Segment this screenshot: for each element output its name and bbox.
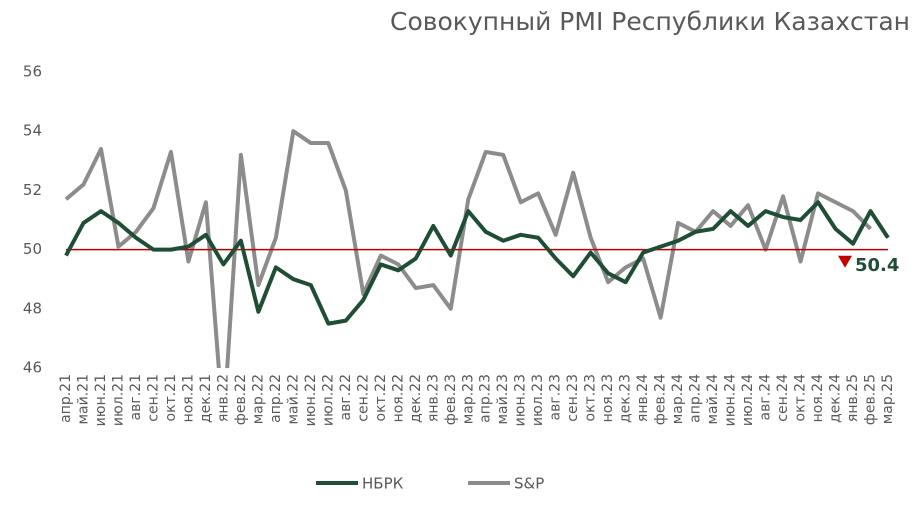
legend-label: НБРК bbox=[362, 475, 404, 493]
x-tick-label: авг.24 bbox=[758, 374, 774, 421]
x-tick-label: фев.22 bbox=[233, 374, 249, 425]
legend-label: S&P bbox=[514, 475, 544, 493]
x-tick-label: ноя.22 bbox=[390, 374, 406, 422]
x-tick-label: авг.21 bbox=[128, 374, 144, 420]
x-tick-label: янв.25 bbox=[845, 374, 861, 422]
x-tick-label: июн.22 bbox=[303, 374, 319, 426]
y-tick-label: 46 bbox=[23, 359, 42, 377]
y-tick-label: 54 bbox=[23, 122, 42, 140]
x-tick-label: дек.22 bbox=[408, 374, 424, 423]
x-tick-label: июл.24 bbox=[740, 374, 756, 426]
x-tick-label: дек.21 bbox=[198, 374, 214, 423]
x-tick-label: сен.23 bbox=[565, 374, 581, 422]
x-tick-label: авг.22 bbox=[338, 374, 354, 420]
x-tick-label: май.21 bbox=[75, 374, 91, 425]
x-tick-label: мар.25 bbox=[880, 374, 896, 424]
x-tick-label: ноя.21 bbox=[180, 374, 196, 422]
x-tick-label: фев.23 bbox=[443, 374, 459, 425]
x-tick-label: апр.21 bbox=[58, 374, 74, 423]
series-line bbox=[64, 200, 890, 326]
x-tick-label: сен.21 bbox=[145, 374, 161, 422]
x-tick-label: июн.23 bbox=[513, 374, 529, 426]
x-tick-label: окт.21 bbox=[163, 374, 179, 421]
x-tick-label: дек.23 bbox=[618, 374, 634, 423]
annotation-marker bbox=[838, 255, 852, 268]
x-tick-label: дек.24 bbox=[828, 374, 844, 423]
x-tick-label: окт.23 bbox=[583, 374, 599, 421]
x-tick-label: май.24 bbox=[705, 374, 721, 425]
y-tick-label: 56 bbox=[23, 63, 42, 81]
x-tick-label: ноя.24 bbox=[810, 374, 826, 422]
x-tick-label: апр.24 bbox=[688, 374, 704, 423]
annotation: 50.4 bbox=[855, 255, 899, 276]
x-tick-label: июл.22 bbox=[320, 374, 336, 426]
x-tick-label: ноя.23 bbox=[600, 374, 616, 422]
x-tick-label: май.22 bbox=[285, 374, 301, 425]
x-tick-label: мар.24 bbox=[670, 374, 686, 424]
chart-title: Совокупный PMI Республики Казахстан bbox=[390, 7, 910, 36]
x-tick-label: фев.24 bbox=[653, 374, 669, 425]
x-tick-label: июл.21 bbox=[110, 374, 126, 426]
x-tick-label: май.23 bbox=[495, 374, 511, 425]
x-tick-label: июн.24 bbox=[723, 374, 739, 426]
x-tick-label: фев.25 bbox=[863, 374, 879, 425]
series-line bbox=[64, 129, 872, 368]
x-tick-label: окт.22 bbox=[373, 374, 389, 421]
x-tick-label: июл.23 bbox=[530, 374, 546, 426]
x-tick-label: янв.23 bbox=[425, 374, 441, 422]
y-tick-label: 48 bbox=[23, 299, 42, 317]
x-tick-label: апр.22 bbox=[268, 374, 284, 423]
x-tick-label: сен.22 bbox=[355, 374, 371, 422]
y-tick-label: 50 bbox=[23, 240, 42, 258]
x-tick-label: окт.24 bbox=[793, 374, 809, 422]
x-tick-label: апр.23 bbox=[478, 374, 494, 423]
x-tick-label: авг.23 bbox=[548, 374, 564, 420]
x-tick-label: сен.24 bbox=[775, 374, 791, 422]
x-tick-label: янв.24 bbox=[635, 374, 651, 422]
x-tick-label: июн.21 bbox=[93, 374, 109, 426]
y-tick-label: 52 bbox=[23, 181, 42, 199]
x-tick-label: янв.22 bbox=[215, 374, 231, 422]
x-tick-label: мар.22 bbox=[250, 374, 266, 424]
x-tick-label: мар.23 bbox=[460, 374, 476, 424]
